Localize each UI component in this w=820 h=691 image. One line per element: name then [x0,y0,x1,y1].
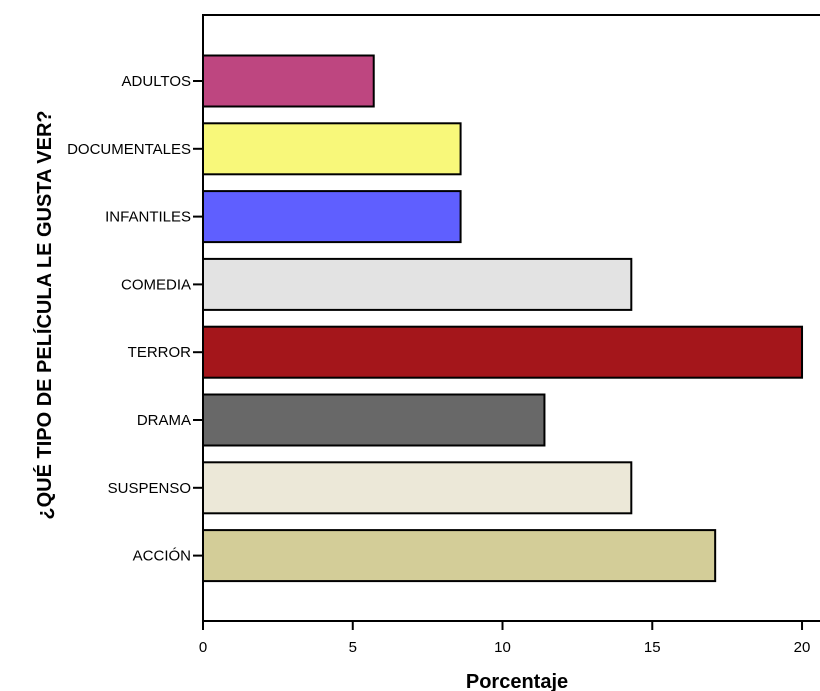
x-tick-label: 5 [349,639,357,656]
y-tick-label: ACCIÓN [133,548,191,565]
x-tick-label: 10 [494,639,511,656]
y-tick-label: DOCUMENTALES [67,141,191,158]
bar-comedia [202,257,633,311]
axis-frame [202,14,820,622]
bar-documentales [202,122,462,176]
y-tick-label: TERROR [128,344,192,361]
plot-area: ADULTOS DOCUMENTALES INFANTILES COMEDIA TERR… [67,14,820,656]
bar-terror [202,325,804,379]
x-axis-title: Porcentaje [466,671,568,691]
bar-acción [202,529,717,583]
x-tick-label: 15 [644,639,661,656]
y-tick-label: INFANTILES [105,209,191,226]
y-tick-label: SUSPENSO [108,480,191,497]
bar-suspenso [202,461,633,515]
bar-adultos [202,54,375,108]
y-tick-label: COMEDIA [121,276,191,293]
x-tick-label: 0 [199,639,207,656]
bar-drama [202,393,546,447]
y-axis-title: ¿QUÉ TIPO DE PELÍCULA LE GUSTA VER? [33,110,56,519]
y-tick-label: DRAMA [137,412,191,429]
bar-infantiles [202,190,462,244]
y-tick-label: ADULTOS [122,73,191,90]
x-tick-label: 20 [794,639,811,656]
